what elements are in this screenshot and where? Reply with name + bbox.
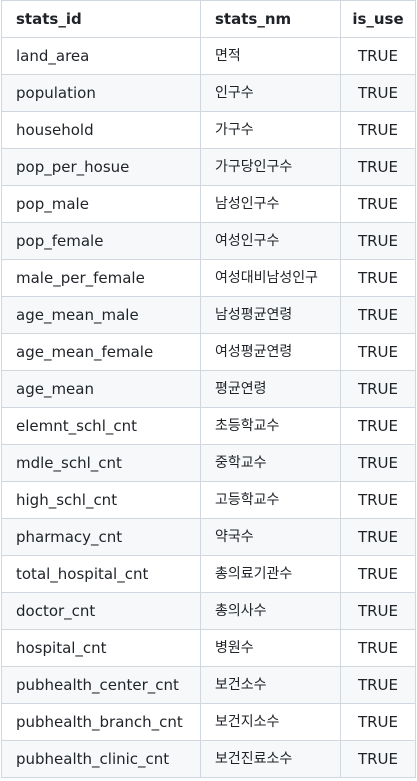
- cell-stats-id: age_mean_male: [1, 296, 201, 334]
- cell-stats-nm: 여성인구수: [200, 222, 341, 260]
- cell-is-use: TRUE: [340, 740, 416, 778]
- cell-is-use: TRUE: [340, 222, 416, 260]
- cell-stats-id: high_schl_cnt: [1, 481, 201, 519]
- cell-is-use: TRUE: [340, 333, 416, 371]
- table-row: age_mean_male 남성평균연령 TRUE: [1, 296, 416, 334]
- header-row: stats_id stats_nm is_use: [1, 0, 416, 38]
- table-row: pop_male 남성인구수 TRUE: [1, 185, 416, 223]
- cell-stats-nm: 가구당인구수: [200, 148, 341, 186]
- cell-stats-nm: 남성인구수: [200, 185, 341, 223]
- cell-is-use: TRUE: [340, 148, 416, 186]
- table-row: age_mean 평균연령 TRUE: [1, 370, 416, 408]
- table-row: high_schl_cnt 고등학교수 TRUE: [1, 481, 416, 519]
- cell-stats-id: male_per_female: [1, 259, 201, 297]
- cell-stats-id: age_mean_female: [1, 333, 201, 371]
- cell-stats-id: age_mean: [1, 370, 201, 408]
- cell-stats-id: land_area: [1, 37, 201, 75]
- cell-is-use: TRUE: [340, 444, 416, 482]
- table-row: total_hospital_cnt 총의료기관수 TRUE: [1, 555, 416, 593]
- cell-stats-nm: 보건진료소수: [200, 740, 341, 778]
- cell-stats-nm: 초등학교수: [200, 407, 341, 445]
- table-row: male_per_female 여성대비남성인구 TRUE: [1, 259, 416, 297]
- cell-stats-id: pop_female: [1, 222, 201, 260]
- cell-stats-nm: 총의사수: [200, 592, 341, 630]
- cell-is-use: TRUE: [340, 481, 416, 519]
- cell-stats-nm: 남성평균연령: [200, 296, 341, 334]
- cell-is-use: TRUE: [340, 407, 416, 445]
- table-row: mdle_schl_cnt 중학교수 TRUE: [1, 444, 416, 482]
- table-row: household 가구수 TRUE: [1, 111, 416, 149]
- cell-stats-nm: 인구수: [200, 74, 341, 112]
- cell-is-use: TRUE: [340, 592, 416, 630]
- table-header: stats_id stats_nm is_use: [1, 0, 416, 38]
- table-row: population 인구수 TRUE: [1, 74, 416, 112]
- cell-is-use: TRUE: [340, 518, 416, 556]
- table-row: pubhealth_center_cnt 보건소수 TRUE: [1, 666, 416, 704]
- cell-is-use: TRUE: [340, 37, 416, 75]
- cell-stats-nm: 여성평균연령: [200, 333, 341, 371]
- table-row: age_mean_female 여성평균연령 TRUE: [1, 333, 416, 371]
- table-row: elemnt_schl_cnt 초등학교수 TRUE: [1, 407, 416, 445]
- cell-stats-nm: 총의료기관수: [200, 555, 341, 593]
- header-stats-id: stats_id: [1, 0, 201, 38]
- cell-stats-id: hospital_cnt: [1, 629, 201, 667]
- cell-is-use: TRUE: [340, 629, 416, 667]
- table-row: pubhealth_branch_cnt 보건지소수 TRUE: [1, 703, 416, 741]
- cell-stats-nm: 보건지소수: [200, 703, 341, 741]
- header-stats-nm: stats_nm: [200, 0, 341, 38]
- cell-stats-id: doctor_cnt: [1, 592, 201, 630]
- table-body: land_area 면적 TRUE population 인구수 TRUE househol…: [1, 37, 416, 778]
- table-row: pop_female 여성인구수 TRUE: [1, 222, 416, 260]
- cell-stats-id: household: [1, 111, 201, 149]
- table-row: pharmacy_cnt 약국수 TRUE: [1, 518, 416, 556]
- cell-stats-id: pop_male: [1, 185, 201, 223]
- cell-stats-nm: 고등학교수: [200, 481, 341, 519]
- cell-is-use: TRUE: [340, 111, 416, 149]
- cell-stats-nm: 면적: [200, 37, 341, 75]
- cell-is-use: TRUE: [340, 666, 416, 704]
- cell-stats-nm: 약국수: [200, 518, 341, 556]
- table-row: land_area 면적 TRUE: [1, 37, 416, 75]
- cell-is-use: TRUE: [340, 74, 416, 112]
- header-is-use: is_use: [340, 0, 416, 38]
- cell-is-use: TRUE: [340, 296, 416, 334]
- cell-stats-nm: 중학교수: [200, 444, 341, 482]
- cell-is-use: TRUE: [340, 185, 416, 223]
- cell-is-use: TRUE: [340, 370, 416, 408]
- cell-stats-id: population: [1, 74, 201, 112]
- cell-is-use: TRUE: [340, 555, 416, 593]
- cell-stats-nm: 보건소수: [200, 666, 341, 704]
- cell-stats-id: total_hospital_cnt: [1, 555, 201, 593]
- cell-stats-id: pop_per_hosue: [1, 148, 201, 186]
- cell-is-use: TRUE: [340, 259, 416, 297]
- cell-stats-nm: 평균연령: [200, 370, 341, 408]
- cell-stats-nm: 병원수: [200, 629, 341, 667]
- cell-stats-nm: 여성대비남성인구: [200, 259, 341, 297]
- cell-stats-id: elemnt_schl_cnt: [1, 407, 201, 445]
- cell-stats-id: pubhealth_branch_cnt: [1, 703, 201, 741]
- table-row: hospital_cnt 병원수 TRUE: [1, 629, 416, 667]
- cell-stats-id: pubhealth_clinic_cnt: [1, 740, 201, 778]
- cell-is-use: TRUE: [340, 703, 416, 741]
- cell-stats-id: mdle_schl_cnt: [1, 444, 201, 482]
- table-row: pop_per_hosue 가구당인구수 TRUE: [1, 148, 416, 186]
- cell-stats-nm: 가구수: [200, 111, 341, 149]
- table-row: doctor_cnt 총의사수 TRUE: [1, 592, 416, 630]
- table-row: pubhealth_clinic_cnt 보건진료소수 TRUE: [1, 740, 416, 778]
- cell-stats-id: pubhealth_center_cnt: [1, 666, 201, 704]
- cell-stats-id: pharmacy_cnt: [1, 518, 201, 556]
